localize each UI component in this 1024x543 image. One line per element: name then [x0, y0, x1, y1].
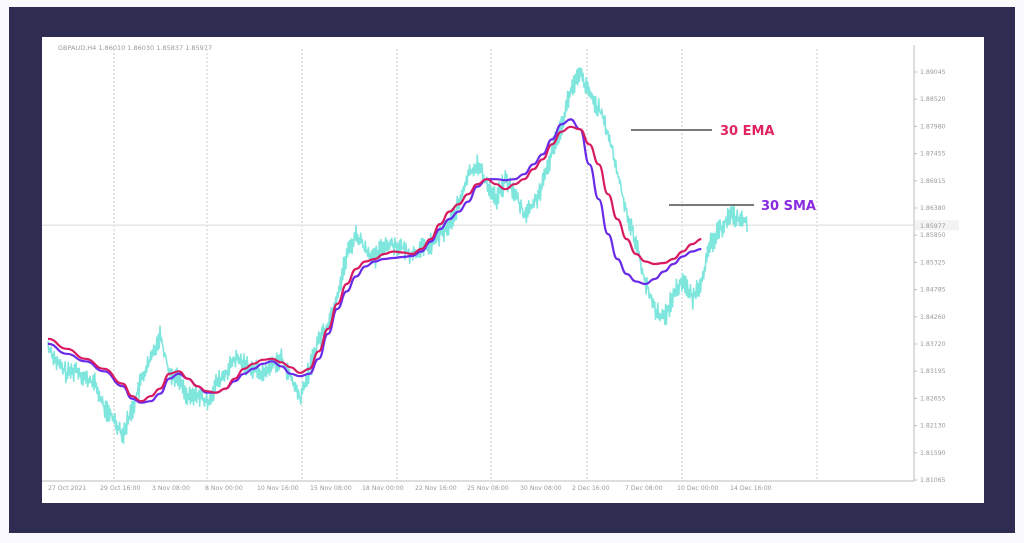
x-tick-label: 10 Nov 16:00: [257, 485, 299, 492]
sma-line: [47, 118, 702, 404]
x-tick-label: 2 Dec 16:00: [572, 485, 610, 492]
x-tick-label: 25 Nov 08:00: [467, 485, 509, 492]
chart-panel: 1.89045 1.88520 1.87980 1.87455 1.86915 1.863…: [42, 37, 984, 503]
moving-average-series: [47, 118, 702, 404]
y-tick-label: 1.87455: [920, 151, 946, 158]
price-series: [47, 67, 748, 444]
y-tick-label: 1.83720: [920, 341, 946, 348]
y-tick-label: 1.82130: [920, 423, 946, 430]
y-tick-label: 1.81590: [920, 450, 946, 457]
y-tick-label: 1.84785: [920, 287, 946, 294]
price-chart: 1.89045 1.88520 1.87980 1.87455 1.86915 1.863…: [42, 44, 959, 492]
current-price-label: 1.85977: [920, 223, 946, 230]
y-tick-label: 1.86380: [920, 205, 946, 212]
price-line: [47, 67, 748, 444]
y-tick-label: 1.85850: [920, 232, 946, 239]
annotations: 30 EMA 30 SMA: [631, 124, 816, 214]
y-tick-label: 1.85325: [920, 259, 946, 266]
y-axis: 1.89045 1.88520 1.87980 1.87455 1.86915 1.863…: [914, 69, 959, 484]
x-tick-label: 18 Nov 00:00: [362, 485, 404, 492]
ema-annotation: 30 EMA: [720, 124, 775, 139]
y-tick-label: 1.86915: [920, 178, 946, 185]
x-axis: 27 Oct 2021 29 Oct 16:00 3 Nov 08:00 8 Nov …: [48, 485, 772, 492]
y-tick-label: 1.89045: [920, 69, 946, 76]
x-tick-label: 29 Oct 16:00: [100, 485, 140, 492]
x-tick-label: 10 Dec 00:00: [677, 485, 719, 492]
x-tick-label: 14 Dec 16:00: [730, 485, 772, 492]
sma-annotation: 30 SMA: [761, 199, 816, 214]
y-tick-label: 1.84260: [920, 314, 946, 321]
x-tick-label: 3 Nov 08:00: [152, 485, 190, 492]
y-tick-label: 1.83195: [920, 368, 946, 375]
symbol-header: GBPAUD,H4 1.86010 1.86030 1.85837 1.8597…: [58, 44, 212, 52]
current-price-box: [915, 220, 959, 231]
x-tick-label: 8 Nov 00:00: [205, 485, 243, 492]
x-tick-label: 15 Nov 08:00: [310, 485, 352, 492]
grid-lines: [42, 45, 915, 482]
x-tick-label: 27 Oct 2021: [48, 485, 86, 492]
y-tick-label: 1.82655: [920, 395, 946, 402]
x-tick-label: 7 Dec 08:00: [625, 485, 663, 492]
y-tick-label: 1.87980: [920, 123, 946, 130]
x-tick-label: 22 Nov 16:00: [415, 485, 457, 492]
x-tick-label: 30 Nov 08:00: [520, 485, 562, 492]
ema-line: [47, 125, 702, 403]
y-tick-label: 1.81065: [920, 477, 946, 484]
y-tick-label: 1.88520: [920, 96, 946, 103]
